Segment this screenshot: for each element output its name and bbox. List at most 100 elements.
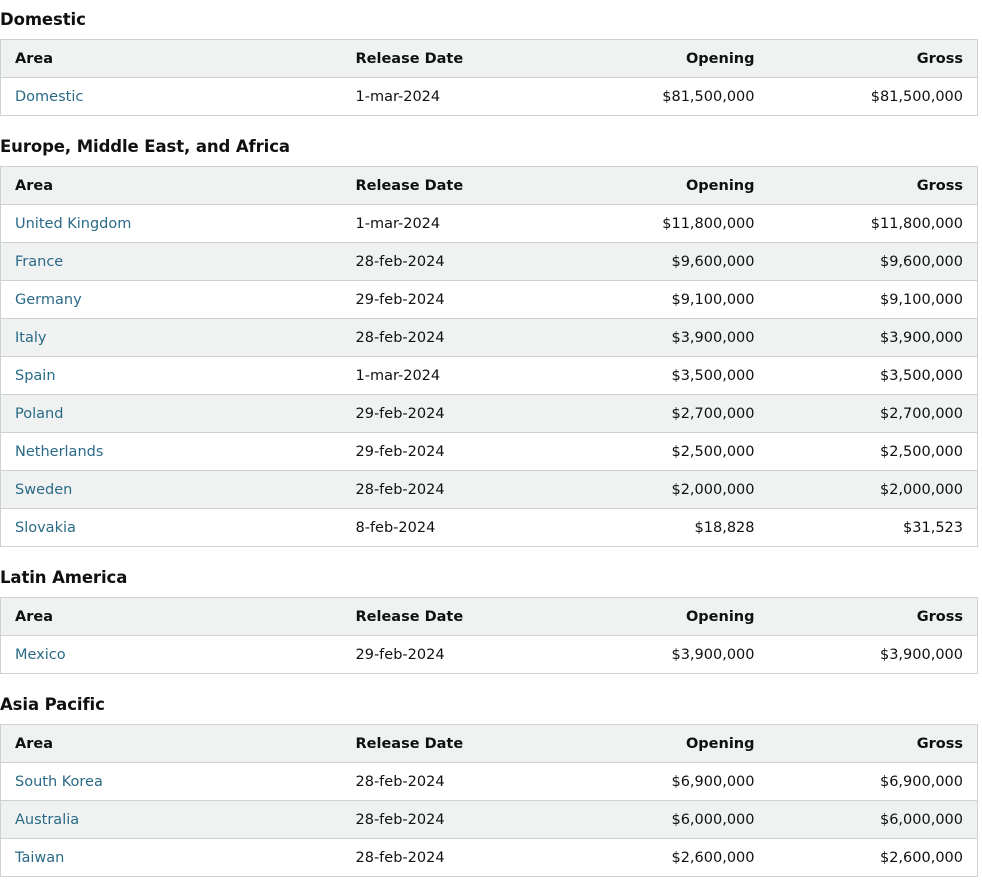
opening-cell: $2,500,000 (608, 432, 769, 471)
region-title: Latin America (0, 568, 128, 587)
gross-cell: $11,800,000 (768, 204, 978, 243)
column-header-gross[interactable]: Gross (768, 166, 978, 205)
gross-cell: $3,900,000 (768, 635, 978, 674)
area-cell: Sweden (0, 470, 342, 509)
column-header-release-date[interactable]: Release Date (341, 724, 609, 763)
area-cell: Domestic (0, 77, 342, 116)
area-cell: Germany (0, 280, 342, 319)
column-header-area[interactable]: Area (0, 166, 342, 205)
column-header-release-date[interactable]: Release Date (341, 39, 609, 78)
column-header-gross[interactable]: Gross (768, 724, 978, 763)
column-header-area[interactable]: Area (0, 597, 342, 636)
release-date-cell: 1-mar-2024 (341, 356, 609, 395)
column-header-area[interactable]: Area (0, 39, 342, 78)
area-link[interactable]: Australia (15, 811, 80, 828)
opening-cell: $2,700,000 (608, 394, 769, 433)
area-link[interactable]: Slovakia (15, 519, 76, 536)
release-date-cell: 29-feb-2024 (341, 635, 609, 674)
table-header-row: Area Release Date Opening Gross (0, 724, 978, 763)
gross-cell: $6,900,000 (768, 762, 978, 801)
release-date-cell: 28-feb-2024 (341, 242, 609, 281)
region-emea: Europe, Middle East, and Africa Area Rel… (0, 128, 978, 547)
release-date-cell: 28-feb-2024 (341, 800, 609, 839)
column-header-opening[interactable]: Opening (608, 166, 769, 205)
opening-cell: $81,500,000 (608, 77, 769, 116)
table-row: Germany 29-feb-2024 $9,100,000 $9,100,00… (0, 280, 978, 319)
area-cell: Italy (0, 318, 342, 357)
area-cell: South Korea (0, 762, 342, 801)
region-title: Domestic (0, 10, 86, 29)
area-link[interactable]: United Kingdom (15, 215, 132, 232)
area-link[interactable]: France (15, 253, 64, 270)
area-link[interactable]: Domestic (15, 88, 84, 105)
gross-cell: $9,100,000 (768, 280, 978, 319)
area-link[interactable]: Sweden (15, 481, 73, 498)
area-link[interactable]: Italy (15, 329, 47, 346)
table-row: Sweden 28-feb-2024 $2,000,000 $2,000,000 (0, 470, 978, 509)
area-link[interactable]: Mexico (15, 646, 66, 663)
release-date-cell: 29-feb-2024 (341, 394, 609, 433)
table-row: Australia 28-feb-2024 $6,000,000 $6,000,… (0, 800, 978, 839)
column-header-release-date[interactable]: Release Date (341, 597, 609, 636)
opening-cell: $3,500,000 (608, 356, 769, 395)
opening-cell: $6,000,000 (608, 800, 769, 839)
table-row: Poland 29-feb-2024 $2,700,000 $2,700,000 (0, 394, 978, 433)
area-link[interactable]: Netherlands (15, 443, 104, 460)
release-date-cell: 28-feb-2024 (341, 762, 609, 801)
release-date-cell: 28-feb-2024 (341, 318, 609, 357)
area-cell: Netherlands (0, 432, 342, 471)
gross-cell: $2,000,000 (768, 470, 978, 509)
table-header-row: Area Release Date Opening Gross (0, 597, 978, 636)
gross-cell: $9,600,000 (768, 242, 978, 281)
gross-cell: $2,500,000 (768, 432, 978, 471)
release-date-cell: 1-mar-2024 (341, 77, 609, 116)
column-header-opening[interactable]: Opening (608, 724, 769, 763)
release-date-cell: 1-mar-2024 (341, 204, 609, 243)
table-row: Netherlands 29-feb-2024 $2,500,000 $2,50… (0, 432, 978, 471)
column-header-opening[interactable]: Opening (608, 597, 769, 636)
area-cell: Spain (0, 356, 342, 395)
region-title: Asia Pacific (0, 695, 105, 714)
gross-cell: $2,600,000 (768, 838, 978, 877)
release-table: Area Release Date Opening Gross Mexico 2… (0, 597, 978, 674)
release-date-cell: 28-feb-2024 (341, 470, 609, 509)
table-header-row: Area Release Date Opening Gross (0, 39, 978, 78)
area-link[interactable]: Spain (15, 367, 56, 384)
column-header-opening[interactable]: Opening (608, 39, 769, 78)
area-cell: France (0, 242, 342, 281)
table-row: Italy 28-feb-2024 $3,900,000 $3,900,000 (0, 318, 978, 357)
column-header-release-date[interactable]: Release Date (341, 166, 609, 205)
area-cell: Slovakia (0, 508, 342, 547)
opening-cell: $3,900,000 (608, 318, 769, 357)
region-latin-america: Latin America Area Release Date Opening … (0, 559, 978, 674)
area-link[interactable]: Germany (15, 291, 82, 308)
area-link[interactable]: South Korea (15, 773, 103, 790)
release-date-cell: 8-feb-2024 (341, 508, 609, 547)
column-header-gross[interactable]: Gross (768, 39, 978, 78)
table-row: South Korea 28-feb-2024 $6,900,000 $6,90… (0, 762, 978, 801)
area-cell: Australia (0, 800, 342, 839)
table-row: Mexico 29-feb-2024 $3,900,000 $3,900,000 (0, 635, 978, 674)
gross-cell: $6,000,000 (768, 800, 978, 839)
area-cell: United Kingdom (0, 204, 342, 243)
opening-cell: $18,828 (608, 508, 769, 547)
column-header-area[interactable]: Area (0, 724, 342, 763)
release-date-cell: 29-feb-2024 (341, 280, 609, 319)
table-row: Domestic 1-mar-2024 $81,500,000 $81,500,… (0, 77, 978, 116)
region-title: Europe, Middle East, and Africa (0, 137, 290, 156)
area-cell: Mexico (0, 635, 342, 674)
area-link[interactable]: Poland (15, 405, 64, 422)
release-table: Area Release Date Opening Gross United K… (0, 166, 978, 547)
gross-cell: $81,500,000 (768, 77, 978, 116)
table-header-row: Area Release Date Opening Gross (0, 166, 978, 205)
opening-cell: $3,900,000 (608, 635, 769, 674)
opening-cell: $9,600,000 (608, 242, 769, 281)
gross-cell: $3,500,000 (768, 356, 978, 395)
gross-cell: $31,523 (768, 508, 978, 547)
column-header-gross[interactable]: Gross (768, 597, 978, 636)
opening-cell: $6,900,000 (608, 762, 769, 801)
release-date-cell: 28-feb-2024 (341, 838, 609, 877)
table-row: France 28-feb-2024 $9,600,000 $9,600,000 (0, 242, 978, 281)
area-link[interactable]: Taiwan (15, 849, 65, 866)
table-row: Spain 1-mar-2024 $3,500,000 $3,500,000 (0, 356, 978, 395)
